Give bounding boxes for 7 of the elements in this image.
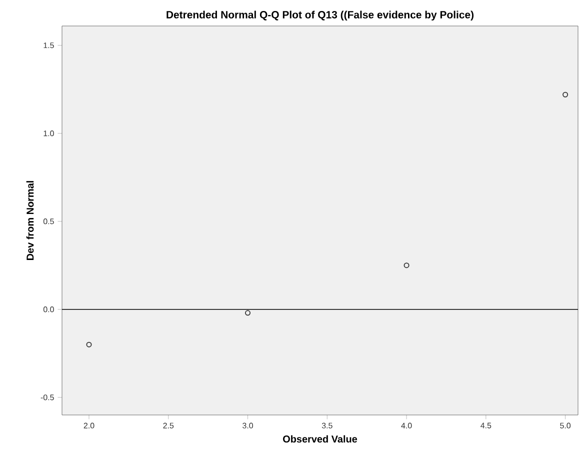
x-axis-title: Observed Value [283,435,358,443]
y-axis-title: Dev from Normal [26,181,34,260]
point [245,310,251,316]
chart-title: Detrended Normal Q-Q Plot of Q13 ((False evidence by Police) [166,10,474,20]
point [562,92,568,98]
point [404,262,410,268]
point [86,342,92,348]
